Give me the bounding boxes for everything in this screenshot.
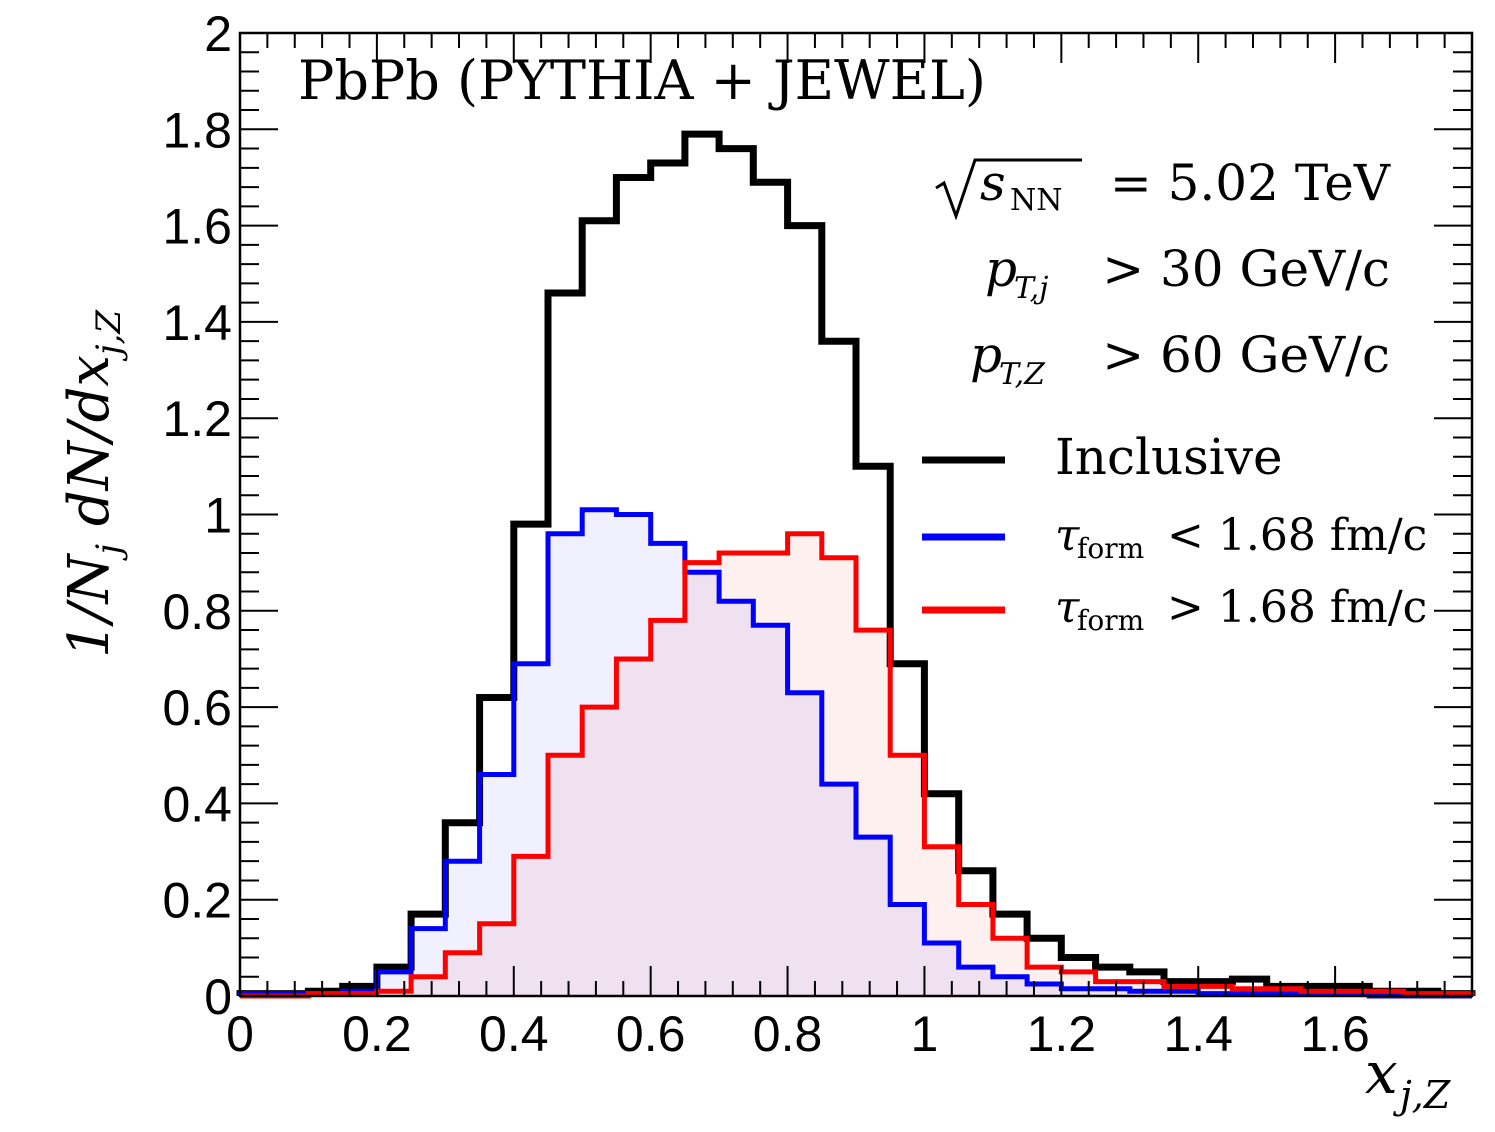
- xlabel-var: x: [1365, 1039, 1398, 1107]
- jet-cut-rhs: > 30 GeV/c: [1102, 240, 1390, 298]
- x-tick-label: 0.2: [342, 1006, 412, 1062]
- z-cut-sub: T,Z: [999, 357, 1046, 392]
- series-line-early-formation: [237, 507, 1472, 999]
- histogram-lines: [236, 130, 1476, 999]
- x-tick-label: 1.4: [1163, 1006, 1233, 1062]
- ylabel-part1: 1/N: [57, 552, 122, 657]
- jet-pt-cut: p T,j > 30 GeV/c: [985, 240, 1390, 306]
- legend-early-sub: form: [1077, 532, 1144, 565]
- y-tick-label: 0.4: [162, 776, 232, 832]
- axes: [238, 31, 1474, 998]
- jet-cut-sub: T,j: [1014, 271, 1048, 306]
- ylabel-sub2: j,Z: [89, 309, 129, 362]
- legend-entry-inclusive: Inclusive: [922, 428, 1283, 486]
- y-tick-label: 2: [204, 6, 232, 62]
- chart-title: PbPb (PYTHIA + JEWEL): [298, 49, 986, 112]
- y-tick-label: 0.6: [162, 680, 232, 736]
- series-fill-late-formation: [240, 533, 1472, 996]
- y-axis-label: 1/Nj dN/dxj,Z: [57, 309, 129, 658]
- jet-cut-var: p: [985, 240, 1017, 298]
- legend-label-inclusive: Inclusive: [1055, 428, 1283, 486]
- sqrt-symbol: [935, 158, 1082, 221]
- legend-late-sub: form: [1077, 604, 1144, 637]
- z-cut-var: p: [970, 326, 1002, 384]
- z-pt-cut: p T,Z > 60 GeV/c: [970, 326, 1390, 392]
- legend-entry-early: τ form < 1.68 fm/c: [922, 510, 1427, 565]
- legend: Inclusive τ form < 1.68 fm/c τ form > 1.…: [922, 428, 1427, 637]
- energy-lhs: s: [980, 154, 1006, 212]
- x-axis-label: x j,Z: [1365, 1039, 1451, 1117]
- y-tick-label: 1: [204, 488, 232, 544]
- y-tick-label: 1.2: [162, 391, 232, 447]
- x-tick-label: 1: [911, 1006, 939, 1062]
- x-tick-label: 0.4: [479, 1006, 549, 1062]
- x-tick-label: 0.8: [753, 1006, 823, 1062]
- x-tick-label: 0: [226, 1006, 254, 1062]
- svg-text:1/Nj dN/dxj,Z: 1/Nj dN/dxj,Z: [57, 309, 129, 658]
- energy-sub: NN: [1010, 183, 1063, 218]
- y-tick-label: 1.8: [162, 102, 232, 158]
- y-tick-label: 0.2: [162, 873, 232, 929]
- ylabel-part2: dN/dx: [57, 355, 122, 544]
- tick-labels: 0 0.2 0.4 0.6 0.8 1 1.2 1.4 1.6 0 0.2 0.4 0.6 0.8 1 1.2…: [162, 6, 1369, 1062]
- x-tick-label: 1.2: [1027, 1006, 1097, 1062]
- energy-annotation: s NN = 5.02 TeV: [935, 154, 1391, 221]
- y-tick-label: 0.8: [162, 584, 232, 640]
- y-tick-label: 0: [204, 969, 232, 1025]
- legend-late-rhs: > 1.68 fm/c: [1167, 582, 1427, 633]
- x-tick-label: 0.6: [616, 1006, 686, 1062]
- xlabel-sub: j,Z: [1393, 1073, 1451, 1117]
- legend-early-rhs: < 1.68 fm/c: [1167, 510, 1427, 561]
- legend-late-var: τ: [1055, 582, 1080, 633]
- y-tick-label: 1.4: [162, 295, 232, 351]
- energy-rhs: = 5.02 TeV: [1110, 154, 1391, 212]
- legend-early-var: τ: [1055, 510, 1080, 561]
- series-line-late-formation: [240, 531, 1475, 999]
- legend-entry-late: τ form > 1.68 fm/c: [922, 582, 1427, 637]
- y-tick-label: 1.6: [162, 199, 232, 255]
- z-cut-rhs: > 60 GeV/c: [1102, 326, 1390, 384]
- x-tick-label: 1.6: [1300, 1006, 1370, 1062]
